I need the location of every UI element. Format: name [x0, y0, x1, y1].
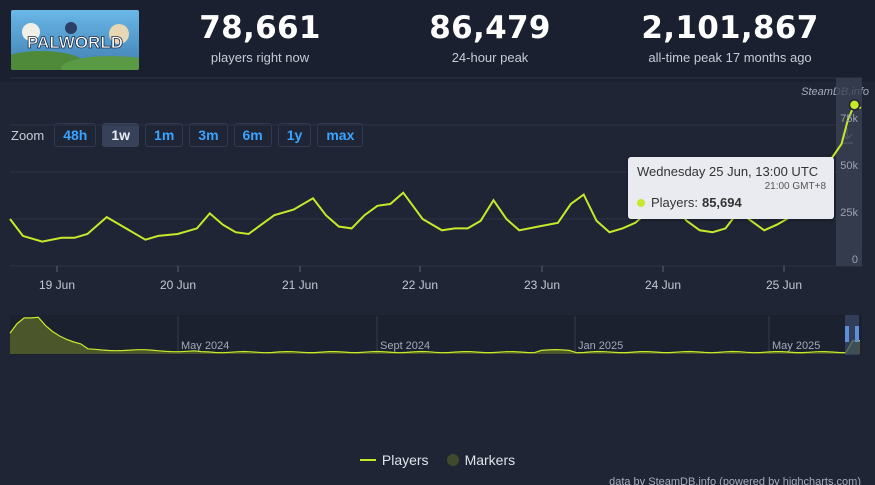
- zoom-1y-button[interactable]: 1y: [277, 123, 312, 147]
- stat-24h-peak: 86,479 24-hour peak: [420, 10, 560, 65]
- legend-markers-label: Markers: [464, 452, 516, 468]
- navigator-selection: [845, 315, 859, 355]
- logo-text: PALWORLD: [27, 33, 123, 52]
- chart-panel: SteamDB.info Zoom 48h 1w 1m 3m 6m 1y max: [0, 82, 875, 485]
- tooltip-local-time: 21:00 GMT+8: [764, 181, 826, 192]
- tooltip-date: Wednesday 25 Jun, 13:00 UTC: [637, 164, 819, 179]
- zoom-label: Zoom: [11, 127, 45, 143]
- tooltip-value: 85,694: [701, 195, 742, 210]
- x-tick-label: 20 Jun: [160, 278, 196, 292]
- y-axis-ticks: 0 25k 50k 75k: [840, 113, 858, 266]
- navigator-grid: [177, 316, 770, 354]
- hover-tooltip: Wednesday 25 Jun, 13:00 UTC 21:00 GMT+8 …: [628, 157, 834, 219]
- peak-24h-label: 24-hour peak: [451, 50, 529, 65]
- markers-dot-icon: [446, 454, 459, 466]
- x-tick-label: 23 Jun: [524, 278, 560, 292]
- zoom-48h-button[interactable]: 48h: [54, 123, 97, 147]
- navigator-handle-left[interactable]: [845, 326, 849, 342]
- x-tick-label: 24 Jun: [645, 278, 681, 292]
- stats-header: PALWORLD 78,661 players right now 86,479…: [0, 0, 875, 82]
- x-tick-label: 19 Jun: [39, 278, 75, 292]
- x-tick-label: 25 Jun: [766, 278, 802, 292]
- navigator-area: [10, 317, 860, 354]
- y-tick-label: 75k: [840, 113, 858, 125]
- navigator-label: Sept 2024: [380, 340, 430, 352]
- x-tick-label: 21 Jun: [282, 278, 318, 292]
- players-now-value: 78,661: [199, 10, 321, 46]
- peak-24h-value: 86,479: [429, 10, 551, 46]
- highcharts-credit[interactable]: data by SteamDB.info (powered by highcha…: [609, 476, 861, 485]
- zoom-1w-button[interactable]: 1w: [102, 123, 140, 147]
- stat-all-time-peak: 2,101,867 all-time peak 17 months ago: [630, 10, 830, 65]
- player-count-chart[interactable]: 19 Jun 20 Jun 21 Jun 22 Jun 23 Jun 24 Jun 25 J…: [0, 0, 875, 370]
- legend-players-label: Players: [381, 452, 429, 468]
- navigator-line: [9, 316, 860, 354]
- zoom-3m-button[interactable]: 3m: [189, 123, 228, 147]
- players-now-label: players right now: [210, 50, 310, 65]
- zoom-6m-button[interactable]: 6m: [233, 123, 272, 147]
- navigator-background: [10, 315, 862, 355]
- chart-legend: Players Markers: [0, 452, 875, 468]
- y-tick-label: 0: [852, 254, 858, 266]
- legend-item-markers[interactable]: Markers: [446, 452, 516, 468]
- x-tick-label: 22 Jun: [402, 278, 438, 292]
- all-time-peak-label: all-time peak 17 months ago: [648, 50, 812, 65]
- game-logo[interactable]: PALWORLD: [11, 10, 139, 70]
- navigator-labels: May 2024 Sept 2024 Jan 2025 May 2025: [181, 340, 820, 352]
- stat-players-now: 78,661 players right now: [190, 10, 330, 65]
- players-line-icon: [359, 459, 376, 461]
- y-tick-label: 50k: [840, 160, 858, 172]
- hover-point: [848, 99, 861, 111]
- all-time-peak-value: 2,101,867: [641, 10, 819, 46]
- tooltip-series-name: Players:: [651, 195, 698, 210]
- navigator-label: May 2024: [181, 340, 229, 352]
- navigator-handle-right[interactable]: [855, 326, 859, 342]
- series-dot-icon: [637, 198, 645, 207]
- y-tick-label: 25k: [840, 207, 858, 219]
- navigator-label: May 2025: [772, 340, 820, 352]
- zoom-1m-button[interactable]: 1m: [145, 123, 184, 147]
- zoom-max-button[interactable]: max: [317, 123, 364, 147]
- navigator-label: Jan 2025: [578, 340, 623, 352]
- zoom-controls: Zoom 48h 1w 1m 3m 6m 1y max: [11, 123, 364, 147]
- legend-item-players[interactable]: Players: [359, 452, 429, 468]
- tooltip-value-row: Players: 85,694: [637, 195, 742, 210]
- players-line: [9, 103, 862, 243]
- x-axis-ticks: 19 Jun 20 Jun 21 Jun 22 Jun 23 Jun 24 Jun 25 J…: [39, 266, 802, 292]
